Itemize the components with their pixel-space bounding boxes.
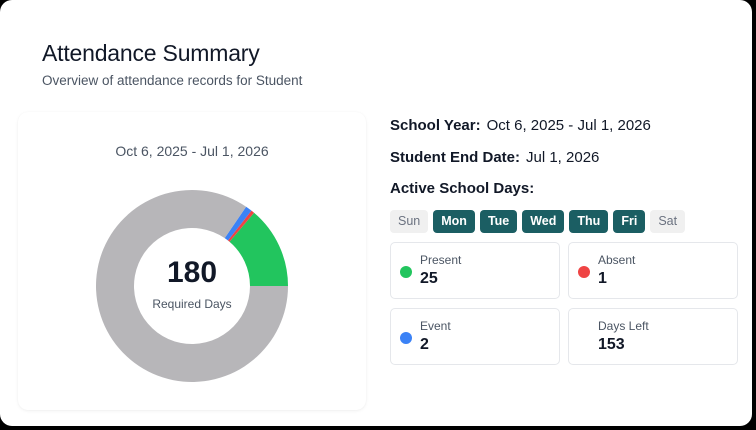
page-subtitle: Overview of attendance records for Stude… bbox=[42, 73, 303, 88]
day-chip-wed[interactable]: Wed bbox=[522, 210, 565, 233]
end-date-label: Student End Date: bbox=[390, 149, 520, 166]
absent-dot-icon bbox=[578, 266, 590, 278]
stat-card-absent: Absent 1 bbox=[568, 242, 738, 299]
event-label: Event bbox=[420, 319, 451, 333]
days-left-label: Days Left bbox=[598, 319, 649, 333]
required-days-value: 180 bbox=[166, 255, 218, 289]
school-year-row: School Year: Oct 6, 2025 - Jul 1, 2026 bbox=[390, 117, 651, 134]
chart-date-range: Oct 6, 2025 - Jul 1, 2026 bbox=[115, 143, 269, 159]
end-date-value: Jul 1, 2026 bbox=[526, 149, 600, 166]
present-dot-icon bbox=[400, 266, 412, 278]
stat-card-event: Event 2 bbox=[390, 308, 560, 365]
donut-segment-present[interactable] bbox=[229, 212, 288, 286]
required-days-label: Required Days bbox=[152, 296, 232, 311]
event-value: 2 bbox=[420, 336, 429, 353]
active-days-label: Active School Days: bbox=[390, 180, 535, 197]
donut-segment-absent[interactable] bbox=[227, 210, 255, 242]
present-label: Present bbox=[420, 253, 462, 267]
day-chip-fri[interactable]: Fri bbox=[613, 210, 646, 233]
school-year-value: Oct 6, 2025 - Jul 1, 2026 bbox=[486, 117, 651, 134]
active-days-list: Sun Mon Tue Wed Thu Fri Sat bbox=[390, 210, 686, 233]
stat-card-days-left: Days Left 153 bbox=[568, 308, 738, 365]
day-chip-mon[interactable]: Mon bbox=[433, 210, 475, 233]
days-left-value: 153 bbox=[598, 336, 625, 353]
absent-value: 1 bbox=[598, 270, 607, 287]
student-end-date-row: Student End Date: Jul 1, 2026 bbox=[390, 149, 599, 166]
day-chip-sun[interactable]: Sun bbox=[390, 210, 429, 233]
donut-segment-event[interactable] bbox=[224, 206, 252, 241]
stat-card-present: Present 25 bbox=[390, 242, 560, 299]
donut-center: 180 Required Days bbox=[95, 189, 289, 383]
page-title: Attendance Summary bbox=[42, 40, 260, 66]
active-days-row: Active School Days: bbox=[390, 180, 534, 197]
event-dot-icon bbox=[400, 332, 412, 344]
chart-card: Oct 6, 2025 - Jul 1, 2026 180 Required D… bbox=[18, 112, 366, 410]
present-value: 25 bbox=[420, 270, 438, 287]
day-chip-sat[interactable]: Sat bbox=[650, 210, 686, 233]
day-chip-thu[interactable]: Thu bbox=[569, 210, 609, 233]
day-chip-tue[interactable]: Tue bbox=[479, 210, 518, 233]
donut-segment-remaining[interactable] bbox=[96, 190, 288, 382]
absent-label: Absent bbox=[598, 253, 636, 267]
attendance-donut-chart bbox=[96, 190, 288, 382]
school-year-label: School Year: bbox=[390, 117, 481, 134]
